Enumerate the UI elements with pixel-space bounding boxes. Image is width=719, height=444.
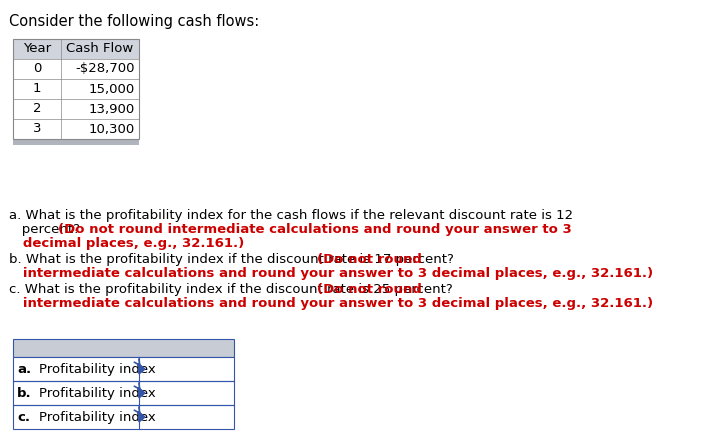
Text: (Do not round: (Do not round	[317, 253, 422, 266]
Text: -$28,700: -$28,700	[75, 63, 134, 75]
Text: 0: 0	[33, 63, 41, 75]
FancyBboxPatch shape	[13, 381, 234, 405]
FancyBboxPatch shape	[13, 339, 234, 357]
FancyBboxPatch shape	[13, 99, 139, 119]
Text: b.: b.	[17, 386, 32, 400]
Text: Profitability index: Profitability index	[39, 411, 156, 424]
FancyBboxPatch shape	[13, 59, 139, 79]
Text: (Do not round: (Do not round	[317, 283, 422, 296]
Text: a. What is the profitability index for the cash flows if the relevant discount r: a. What is the profitability index for t…	[9, 209, 573, 222]
Text: intermediate calculations and round your answer to 3 decimal places, e.g., 32.16: intermediate calculations and round your…	[9, 267, 653, 280]
Text: 1: 1	[32, 83, 41, 95]
Text: decimal places, e.g., 32.161.): decimal places, e.g., 32.161.)	[9, 237, 244, 250]
Polygon shape	[139, 364, 145, 374]
Text: intermediate calculations and round your answer to 3 decimal places, e.g., 32.16: intermediate calculations and round your…	[9, 297, 653, 310]
Text: 10,300: 10,300	[88, 123, 134, 135]
Text: Year: Year	[23, 43, 51, 56]
Text: c. What is the profitability index if the discount rate is 25 percent?: c. What is the profitability index if th…	[9, 283, 457, 296]
FancyBboxPatch shape	[13, 79, 139, 99]
Text: 15,000: 15,000	[88, 83, 134, 95]
Text: (Do not round intermediate calculations and round your answer to 3: (Do not round intermediate calculations …	[58, 223, 572, 236]
FancyBboxPatch shape	[13, 357, 234, 381]
Text: Profitability index: Profitability index	[39, 386, 156, 400]
Text: b. What is the profitability index if the discount rate is 17 percent?: b. What is the profitability index if th…	[9, 253, 458, 266]
FancyBboxPatch shape	[13, 119, 139, 139]
FancyBboxPatch shape	[13, 39, 139, 59]
Text: Cash Flow: Cash Flow	[66, 43, 134, 56]
Polygon shape	[139, 388, 145, 398]
Text: Consider the following cash flows:: Consider the following cash flows:	[9, 14, 259, 29]
Polygon shape	[139, 412, 145, 422]
Text: a.: a.	[17, 362, 32, 376]
FancyBboxPatch shape	[13, 139, 139, 145]
Text: 3: 3	[32, 123, 41, 135]
Text: percent?: percent?	[9, 223, 84, 236]
Text: 2: 2	[32, 103, 41, 115]
FancyBboxPatch shape	[13, 405, 234, 429]
Text: c.: c.	[17, 411, 30, 424]
Text: Profitability index: Profitability index	[39, 362, 156, 376]
Text: 13,900: 13,900	[88, 103, 134, 115]
